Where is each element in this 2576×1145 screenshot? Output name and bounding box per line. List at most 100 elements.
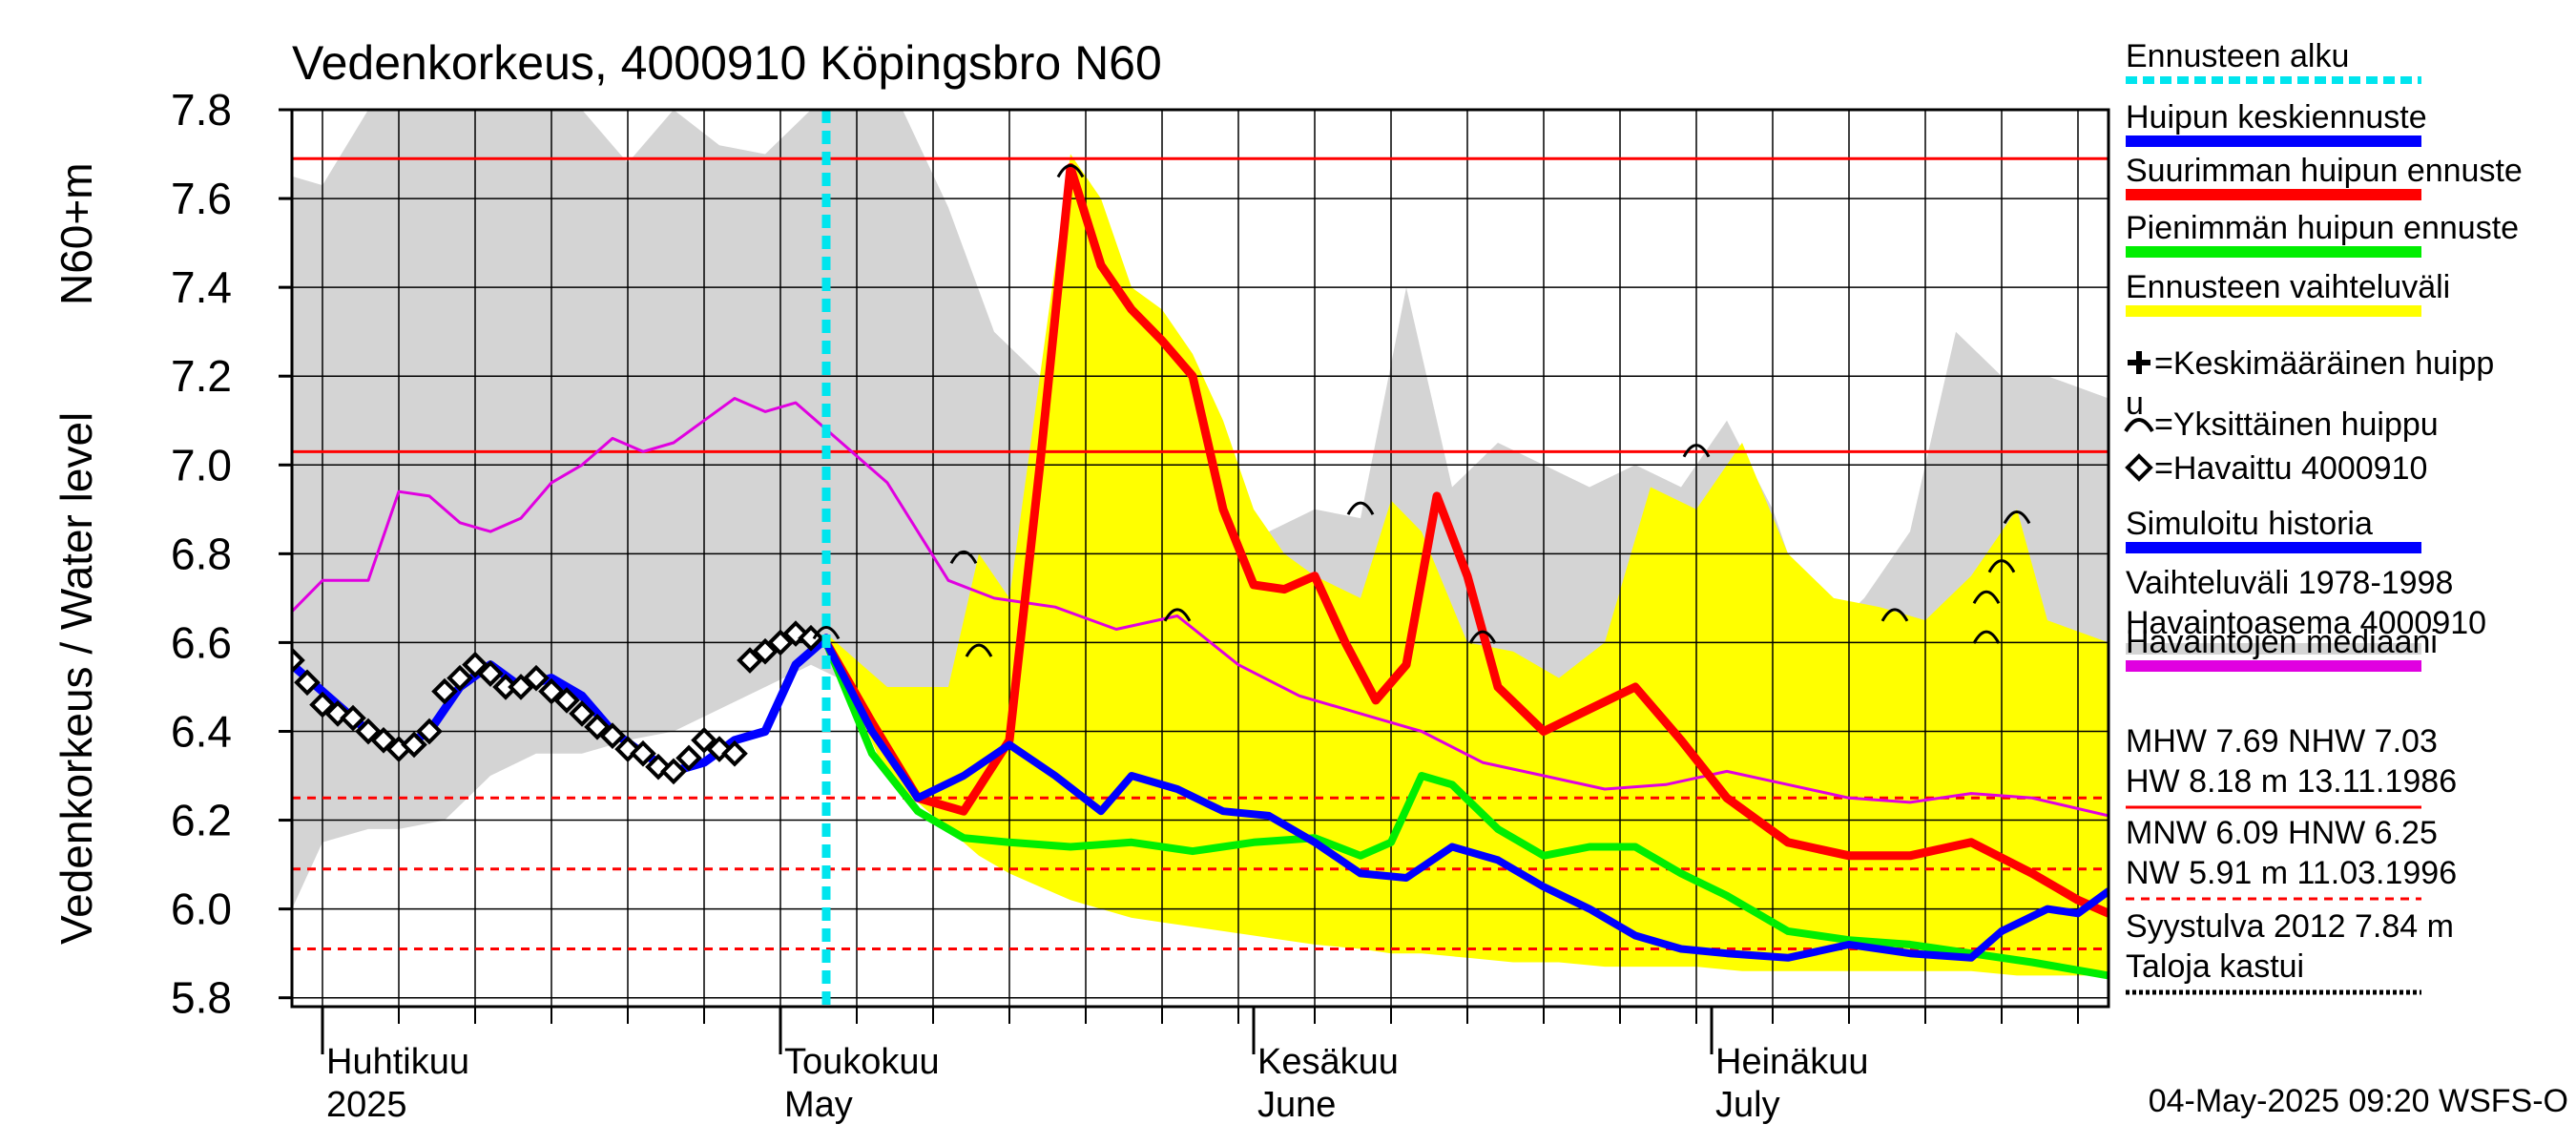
footer-timestamp: 04-May-2025 09:20 WSFS-O xyxy=(2149,1083,2568,1119)
observed-point xyxy=(752,637,779,665)
legend-label: Havaintojen mediaani xyxy=(2126,624,2438,660)
x-month-label: Huhtikuu xyxy=(326,1042,469,1082)
x-month-label-en: May xyxy=(784,1085,853,1125)
single-peak-marker xyxy=(1468,630,1497,644)
observed-point xyxy=(355,718,382,745)
single-peak-marker xyxy=(1972,590,2001,604)
y-axis-label-unit: N60+m xyxy=(52,162,101,305)
single-peak-marker xyxy=(1972,630,2001,644)
single-peak-marker xyxy=(1056,164,1085,178)
single-peak-marker xyxy=(1682,444,1711,458)
legend-arc-icon xyxy=(2124,418,2154,433)
observed-point xyxy=(370,726,397,754)
x-month-label-en: June xyxy=(1257,1085,1336,1125)
x-month-label-en: July xyxy=(1715,1085,1780,1125)
plot-area xyxy=(290,108,2110,1009)
observed-point xyxy=(294,669,321,697)
legend-label: Ennusteen vaihteluväli xyxy=(2126,269,2450,305)
legend-label: Simuloitu historia xyxy=(2126,506,2373,542)
stats-line: MNW 6.09 HNW 6.25 xyxy=(2126,815,2438,851)
observed-point xyxy=(462,651,488,678)
observed-point xyxy=(569,700,595,727)
single-peak-marker xyxy=(1346,501,1375,515)
single-peak-marker xyxy=(812,625,841,640)
y-tick-label: 7.6 xyxy=(171,174,232,223)
stats-line: HW 8.18 m 13.11.1986 xyxy=(2126,763,2457,800)
x-month-label-en: 2025 xyxy=(326,1085,407,1125)
single-peak-marker xyxy=(965,643,993,657)
legend-item-1: Huipun keskiennuste xyxy=(2126,99,2427,147)
legend-item-4: Ennusteen vaihteluväli xyxy=(2126,269,2450,317)
observed-point xyxy=(721,739,748,767)
legend-item-10: Havaintojen mediaani xyxy=(2126,624,2438,672)
stats-line: MHW 7.69 NHW 7.03 xyxy=(2126,723,2438,760)
observed-point xyxy=(340,704,366,732)
legend-label-2: Havaintoasema 4000910 xyxy=(2126,605,2486,641)
observed-point xyxy=(508,674,534,700)
single-peak-marker xyxy=(1163,608,1192,622)
observed-point xyxy=(292,647,305,674)
legend-item-3: Pienimmän huipun ennuste xyxy=(2126,210,2519,258)
plot-frame xyxy=(290,108,2110,1009)
observed-point xyxy=(767,629,794,656)
series-huipun-keskiennuste xyxy=(822,638,2109,962)
legend-label: Vaihteluväli 1978-1998 xyxy=(2126,565,2453,601)
observed-point xyxy=(660,758,687,785)
observed-point xyxy=(691,726,717,754)
y-tick-label: 6.6 xyxy=(171,617,232,667)
series-pienimm-n-huipun-ennuste xyxy=(822,638,2109,980)
legend-label: =Yksittäinen huippu xyxy=(2154,406,2439,443)
observed-point xyxy=(538,677,565,705)
stats-line: Taloja kastui xyxy=(2126,948,2304,985)
y-tick-label: 6.2 xyxy=(171,796,232,845)
legend: Ennusteen alku Huipun keskiennuste Suurimm… xyxy=(2124,38,2523,995)
y-tick-label: 5.8 xyxy=(171,973,232,1023)
y-tick-label: 7.8 xyxy=(171,85,232,135)
x-month-label: Heinäkuu xyxy=(1715,1042,1869,1082)
stats-block-low: MNW 6.09 HNW 6.25 NW 5.91 m 11.03.1996 xyxy=(2126,815,2457,901)
observed-point xyxy=(630,739,656,767)
legend-item-8: Simuloitu historia xyxy=(2126,506,2421,553)
legend-diamond-icon xyxy=(2125,453,2153,482)
y-tick-label: 7.4 xyxy=(171,262,232,312)
legend-item-5: =Keskimääräinen huipp u xyxy=(2126,345,2494,422)
x-month-label: Kesäkuu xyxy=(1257,1042,1399,1082)
y-tick-label: 6.8 xyxy=(171,529,232,578)
legend-label: =Keskimääräinen huipp xyxy=(2154,345,2494,382)
observed-point xyxy=(553,687,580,714)
single-peak-marker xyxy=(1987,559,2016,573)
observed-point xyxy=(447,664,473,692)
y-tick-label: 6.4 xyxy=(171,706,232,756)
chart-title: Vedenkorkeus, 4000910 Köpingsbro N60 xyxy=(292,36,1162,90)
y-axis: 5.8 6.0 6.2 6.4 6.6 6.8 7.0 7.2 7.4 7.6 7.8 xyxy=(171,85,292,1023)
legend-item-6: =Yksittäinen huippu xyxy=(2124,406,2439,443)
single-peak-marker xyxy=(949,550,978,565)
single-peak-marker xyxy=(2003,510,2031,525)
observed-point xyxy=(584,714,611,740)
legend-item-9: Vaihteluväli 1978-1998 Havaintoasema 400… xyxy=(2126,565,2486,655)
x-month-label: Toukokuu xyxy=(784,1042,940,1082)
legend-label: =Havaittu 4000910 xyxy=(2154,450,2427,487)
stats-line: Syystulva 2012 7.84 m xyxy=(2126,908,2454,945)
observed-point xyxy=(599,722,626,749)
y-axis-label-main: Vedenkorkeus / Water level xyxy=(52,412,101,945)
y-axis-title: Vedenkorkeus / Water level N60+m xyxy=(52,162,101,945)
stats-line: NW 5.91 m 11.03.1996 xyxy=(2126,855,2457,891)
legend-label-2: u xyxy=(2126,385,2144,422)
legend-item-7: =Havaittu 4000910 xyxy=(2125,450,2427,487)
legend-label: Huipun keskiennuste xyxy=(2126,99,2427,135)
observed-point xyxy=(737,647,763,674)
legend-label: Suurimman huipun ennuste xyxy=(2126,153,2523,189)
observed-point xyxy=(309,691,336,718)
observed-point xyxy=(477,660,504,687)
y-tick-label: 7.2 xyxy=(171,351,232,401)
observed-point xyxy=(401,731,427,759)
observed-point xyxy=(431,677,458,705)
series-suurimman-huipun-ennuste xyxy=(821,163,2109,918)
observed-point xyxy=(523,664,550,692)
observed-point xyxy=(416,718,443,745)
